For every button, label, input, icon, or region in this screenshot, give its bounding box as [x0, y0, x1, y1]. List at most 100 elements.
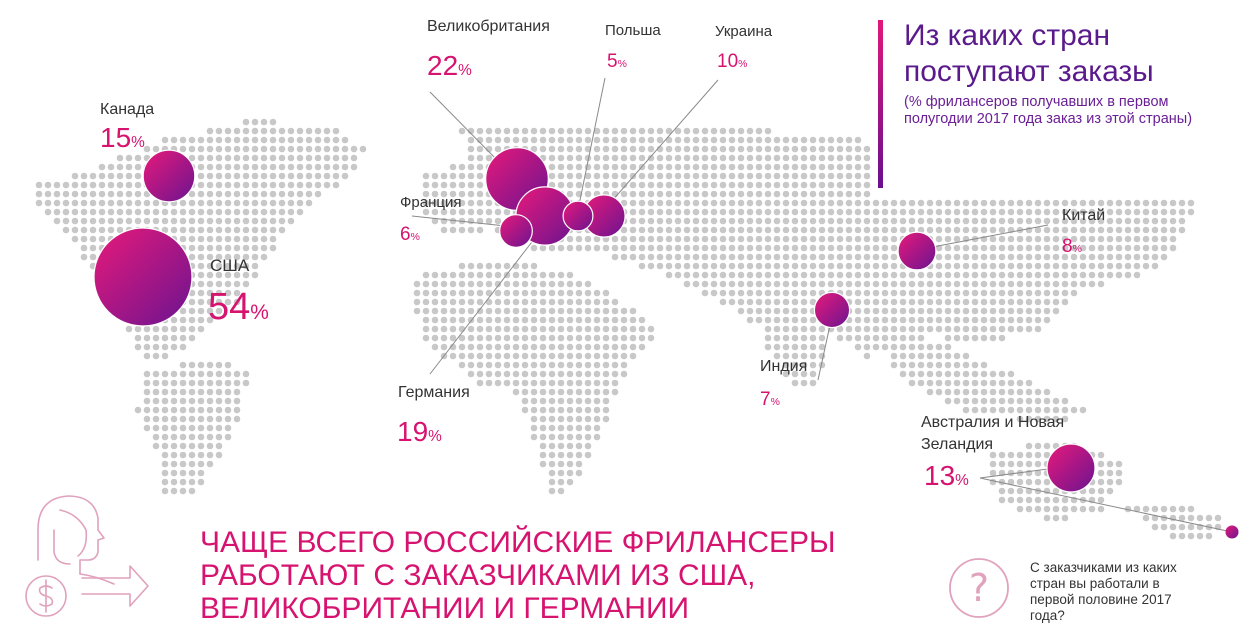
map-dot [773, 136, 781, 144]
map-dot [152, 424, 160, 432]
map-dot [1016, 505, 1024, 513]
map-dot [170, 451, 178, 459]
map-dot [269, 235, 277, 243]
map-dot [224, 208, 232, 216]
map-dot [206, 235, 214, 243]
map-dot [593, 433, 601, 441]
map-dot [152, 397, 160, 405]
map-dot [629, 208, 637, 216]
map-dot [1052, 514, 1060, 522]
map-dot [323, 136, 331, 144]
map-dot [701, 253, 709, 261]
map-dot [440, 271, 448, 279]
map-dot [89, 235, 97, 243]
map-dot [917, 352, 925, 360]
map-dot [755, 235, 763, 243]
map-dot [809, 136, 817, 144]
map-dot [512, 334, 520, 342]
map-dot [197, 136, 205, 144]
map-dot [1034, 271, 1042, 279]
map-dot [629, 145, 637, 153]
map-dot [80, 244, 88, 252]
map-dot [890, 289, 898, 297]
map-dot [269, 244, 277, 252]
map-dot [890, 280, 898, 288]
map-dot [494, 136, 502, 144]
map-dot [161, 451, 169, 459]
map-dot [476, 154, 484, 162]
map-dot [1070, 199, 1078, 207]
map-dot [422, 208, 430, 216]
map-dot [206, 253, 214, 261]
map-dot [1016, 235, 1024, 243]
map-dot [764, 172, 772, 180]
map-dot [197, 325, 205, 333]
map-dot [161, 415, 169, 423]
map-dot [656, 127, 664, 135]
map-dot [251, 235, 259, 243]
map-dot [206, 451, 214, 459]
map-dot [602, 244, 610, 252]
map-dot [584, 316, 592, 324]
map-dot [890, 334, 898, 342]
map-dot [197, 172, 205, 180]
map-dot [737, 289, 745, 297]
map-dot [1097, 199, 1105, 207]
map-dot [530, 289, 538, 297]
map-dot [980, 199, 988, 207]
map-dot [998, 226, 1006, 234]
map-dot [728, 127, 736, 135]
map-dot [530, 325, 538, 333]
map-dot [1043, 478, 1051, 486]
map-dot [953, 307, 961, 315]
map-dot [755, 154, 763, 162]
map-dot [1061, 271, 1069, 279]
map-dot [845, 334, 853, 342]
map-dot [251, 163, 259, 171]
map-dot [161, 397, 169, 405]
map-dot [35, 199, 43, 207]
map-dot [782, 334, 790, 342]
map-dot [692, 154, 700, 162]
map-dot [917, 271, 925, 279]
map-dot [989, 271, 997, 279]
map-dot [188, 379, 196, 387]
map-dot [305, 163, 313, 171]
bubble-series [93, 147, 1239, 539]
map-dot [809, 271, 817, 279]
bubble-poland [562, 200, 594, 232]
map-dot [719, 262, 727, 270]
map-dot [431, 190, 439, 198]
map-dot [1025, 208, 1033, 216]
map-dot [611, 379, 619, 387]
map-dot [71, 172, 79, 180]
map-dot [224, 415, 232, 423]
map-dot [260, 181, 268, 189]
map-dot [467, 226, 475, 234]
map-dot [206, 424, 214, 432]
map-dot [926, 343, 934, 351]
map-dot [584, 172, 592, 180]
map-dot [881, 334, 889, 342]
map-dot [242, 154, 250, 162]
map-dot [332, 181, 340, 189]
map-dot [971, 361, 979, 369]
map-dot [539, 451, 547, 459]
map-dot [899, 307, 907, 315]
map-dot [161, 352, 169, 360]
map-dot [71, 190, 79, 198]
map-dot [1034, 442, 1042, 450]
map-dot [872, 262, 880, 270]
map-dot [143, 325, 151, 333]
map-dot [728, 190, 736, 198]
map-dot [638, 127, 646, 135]
map-dot [503, 307, 511, 315]
map-dot [683, 145, 691, 153]
map-dot [971, 379, 979, 387]
map-dot [1034, 316, 1042, 324]
map-dot [242, 190, 250, 198]
map-dot [296, 154, 304, 162]
map-dot [719, 199, 727, 207]
map-dot [935, 217, 943, 225]
map-dot [179, 307, 187, 315]
